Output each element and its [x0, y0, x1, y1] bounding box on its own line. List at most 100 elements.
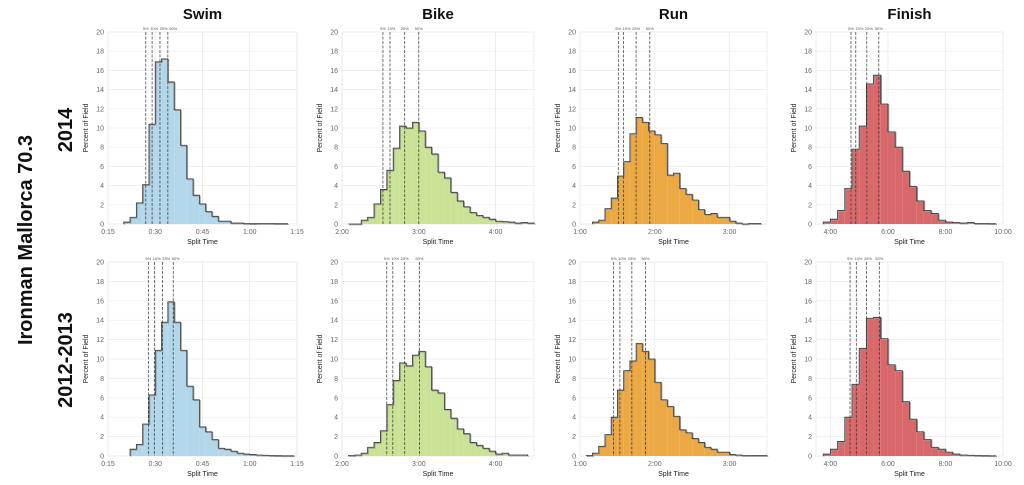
- y-tick-label: 6: [572, 164, 576, 171]
- y-tick-label: 10: [568, 126, 576, 133]
- x-tick-label: 6:00: [881, 229, 895, 236]
- histogram-bar: [931, 447, 938, 456]
- histogram-bar: [412, 122, 418, 224]
- y-tick-label: 12: [96, 337, 104, 344]
- histogram-bar: [206, 212, 212, 224]
- y-tick-label: 10: [96, 126, 104, 133]
- percentile-label: 5%: [847, 256, 853, 261]
- x-tick-label: 10:00: [994, 229, 1012, 236]
- x-tick-label: 3:00: [723, 461, 737, 468]
- histogram-bar: [895, 147, 902, 224]
- y-tick-label: 18: [96, 279, 104, 286]
- histogram-bar: [464, 434, 470, 456]
- histogram-bar: [881, 339, 888, 456]
- y-tick-label: 2: [572, 434, 576, 441]
- x-tick-label: 6:00: [881, 461, 895, 468]
- y-tick-label: 10: [330, 126, 338, 133]
- y-tick-label: 0: [334, 454, 338, 461]
- y-axis-label: Percent of Field: [555, 103, 562, 152]
- x-tick-label: 1:00: [573, 461, 587, 468]
- figure-main-label: Ironman Mallorca 70.3: [15, 135, 37, 345]
- x-tick-label: 3:00: [412, 461, 426, 468]
- y-tick-label: 14: [804, 318, 812, 325]
- histogram-bar: [412, 355, 418, 456]
- histogram-bar: [162, 59, 168, 224]
- x-tick-label: 0:15: [101, 229, 115, 236]
- histogram-bar: [698, 442, 704, 456]
- y-tick-label: 20: [568, 30, 576, 37]
- histogram-bar: [874, 75, 881, 224]
- percentile-label: 50%: [875, 26, 883, 31]
- y-tick-label: 18: [330, 49, 338, 56]
- y-tick-label: 6: [100, 164, 104, 171]
- row-label-2014: 2014: [55, 107, 77, 152]
- x-tick-label: 4:00: [824, 461, 838, 468]
- x-axis-label: Split Time: [658, 471, 689, 478]
- histogram-bar: [881, 104, 888, 224]
- histogram-bar: [444, 409, 450, 456]
- histogram-bar: [212, 440, 218, 456]
- x-tick-label: 2:00: [335, 229, 349, 236]
- histogram-bar: [686, 194, 692, 224]
- x-tick-label: 3:00: [412, 229, 426, 236]
- y-tick-label: 2: [100, 202, 104, 209]
- x-tick-label: 4:00: [489, 461, 503, 468]
- histogram-bar: [425, 147, 431, 224]
- histogram-bar: [902, 402, 909, 456]
- histogram-bar: [661, 143, 667, 224]
- y-tick-label: 8: [334, 376, 338, 383]
- histogram-bar: [686, 433, 692, 456]
- y-tick-label: 16: [568, 68, 576, 75]
- histogram-bar: [174, 322, 180, 456]
- y-tick-label: 2: [572, 202, 576, 209]
- y-tick-label: 18: [568, 49, 576, 56]
- histogram-bar: [174, 110, 180, 224]
- percentile-label: 5%: [615, 26, 621, 31]
- y-axis-label: Percent of Field: [791, 103, 798, 152]
- y-tick-label: 0: [808, 454, 812, 461]
- percentile-label: 25%: [160, 26, 168, 31]
- y-tick-label: 18: [804, 49, 812, 56]
- y-tick-label: 20: [804, 260, 812, 267]
- y-tick-label: 12: [804, 106, 812, 113]
- x-axis-label: Split Time: [658, 239, 689, 246]
- x-axis-label: Split Time: [187, 471, 218, 478]
- y-tick-label: 4: [572, 183, 576, 190]
- histogram-bar: [692, 200, 698, 224]
- histogram-bar: [661, 400, 667, 456]
- y-tick-label: 14: [804, 87, 812, 94]
- row-label-2012-2013: 2012-2013: [55, 312, 77, 408]
- histogram-bar: [705, 214, 711, 224]
- panel-title: Run: [659, 6, 688, 23]
- histogram-bar: [924, 440, 931, 456]
- percentile-label: 5%: [384, 256, 390, 261]
- histogram-bar: [187, 179, 193, 224]
- percentile-label: 50%: [646, 26, 654, 31]
- y-tick-label: 12: [330, 337, 338, 344]
- histogram-bar: [432, 154, 438, 224]
- y-tick-label: 8: [572, 145, 576, 152]
- y-tick-label: 10: [96, 357, 104, 364]
- y-axis-label: Percent of Field: [791, 334, 798, 383]
- percentile-label: 50%: [415, 256, 423, 261]
- percentile-label: 5%: [848, 26, 854, 31]
- y-tick-label: 20: [96, 260, 104, 267]
- x-tick-label: 2:00: [335, 461, 349, 468]
- histogram-bar: [874, 317, 881, 456]
- y-tick-label: 2: [808, 434, 812, 441]
- histogram-bar: [655, 135, 661, 224]
- y-tick-label: 20: [568, 260, 576, 267]
- y-tick-label: 14: [96, 318, 104, 325]
- x-tick-label: 4:00: [489, 229, 503, 236]
- y-tick-label: 0: [572, 222, 576, 229]
- percentile-label: 10%: [854, 256, 862, 261]
- percentile-label: 10%: [391, 256, 399, 261]
- x-tick-label: 0:15: [101, 461, 115, 468]
- histogram-bar: [910, 187, 917, 224]
- y-tick-label: 12: [568, 106, 576, 113]
- y-tick-label: 8: [808, 376, 812, 383]
- histogram-bar: [692, 439, 698, 456]
